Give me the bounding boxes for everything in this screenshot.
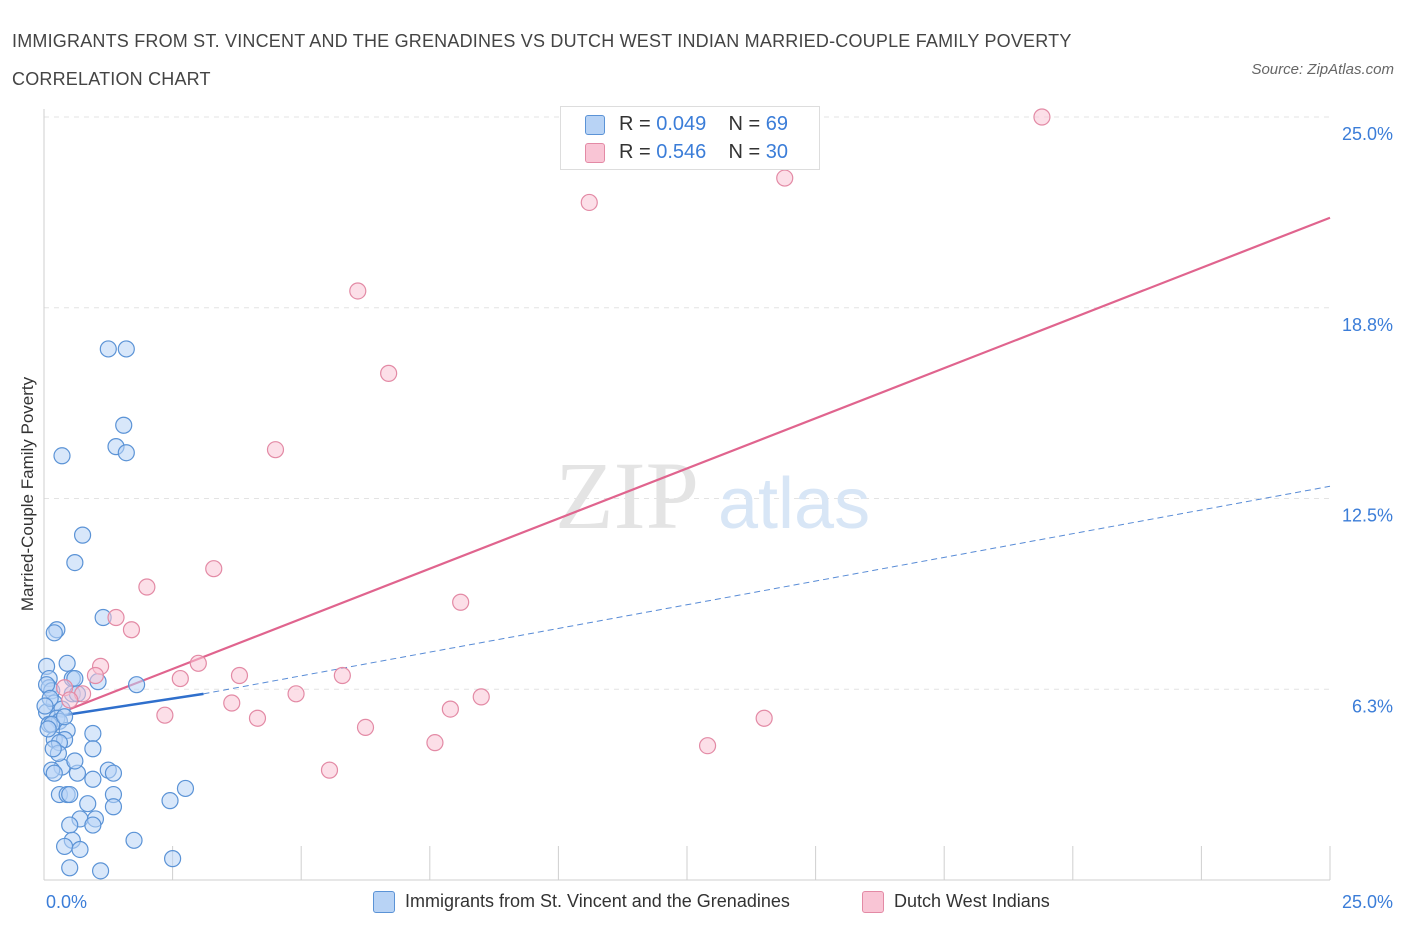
point-immigrants-52 [61, 816, 79, 834]
point-dutch-west-indians-23 [441, 700, 459, 718]
bottom-legend-label-immigrants: Immigrants from St. Vincent and the Gren… [405, 891, 790, 911]
point-immigrants-40 [104, 764, 123, 782]
x-tick-label-max: 25.0% [1342, 892, 1393, 912]
trend-line-dutch-west-indians-segment [69, 216, 1331, 711]
point-dutch-west-indians-14 [230, 666, 249, 685]
bottom-legend-swatch-immigrants [373, 891, 395, 913]
point-dutch-west-indians-5 [266, 441, 285, 459]
point-dutch-west-indians-8 [452, 593, 470, 611]
point-dutch-west-indians-12 [189, 654, 207, 672]
point-dutch-west-indians-30 [320, 761, 339, 779]
y-tick-label-0: 6.3% [1352, 696, 1393, 716]
point-immigrants-58 [164, 850, 182, 868]
point-immigrants-65 [36, 697, 54, 715]
trend-line-dutch-west-indians [69, 216, 1331, 711]
legend-r-value-dutch-west-indians: 0.546 [656, 141, 707, 163]
point-immigrants-1 [117, 340, 135, 358]
point-immigrants-57 [71, 840, 89, 859]
point-dutch-west-indians-19 [287, 685, 305, 703]
point-dutch-west-indians-22 [223, 694, 241, 712]
point-dutch-west-indians-26 [755, 709, 773, 727]
point-immigrants-7 [66, 553, 84, 572]
point-immigrants-10 [45, 624, 63, 642]
point-immigrants-59 [61, 859, 79, 877]
point-dutch-west-indians-9 [107, 608, 125, 627]
point-dutch-west-indians-20 [472, 688, 490, 706]
y-tick-label-2: 18.8% [1342, 315, 1393, 335]
watermark-atlas: atlas [718, 464, 870, 544]
trend-line-immigrants-extension [203, 485, 1331, 695]
point-dutch-west-indians-16 [86, 666, 105, 685]
point-dutch-west-indians-6 [205, 560, 223, 578]
legend-n-value-immigrants: 69 [765, 113, 789, 135]
y-tick-label-1: 12.5% [1342, 506, 1393, 526]
point-immigrants-48 [79, 795, 97, 813]
watermark-zip: ZIP [555, 442, 699, 549]
y-tick-labels: 6.3% 12.5% 18.8% 25.0% [1342, 124, 1393, 716]
watermark: ZIP atlas [555, 442, 870, 549]
point-immigrants-56 [55, 837, 74, 856]
x-tick-label-min: 0.0% [46, 892, 87, 912]
point-immigrants-33 [84, 724, 102, 743]
point-immigrants-4 [117, 444, 135, 462]
source-label: Source: ZipAtlas.com [1251, 61, 1394, 78]
bottom-legend-label-dutch-west-indians: Dutch West Indians [894, 891, 1050, 911]
point-immigrants-2 [115, 416, 133, 434]
legend-n-label: N = [728, 113, 761, 135]
point-immigrants-64 [55, 708, 74, 726]
point-immigrants-5 [53, 447, 71, 465]
point-dutch-west-indians-27 [356, 718, 375, 737]
points-dutch-west-indians [55, 108, 1051, 779]
point-immigrants-49 [104, 798, 123, 816]
legend-r-label: R = [619, 141, 651, 163]
point-immigrants-17 [127, 676, 146, 694]
point-immigrants-55 [125, 831, 143, 849]
point-dutch-west-indians-25 [248, 709, 267, 727]
point-dutch-west-indians-4 [380, 364, 398, 382]
point-dutch-west-indians-0 [1033, 108, 1051, 126]
point-immigrants-63 [39, 720, 57, 738]
point-immigrants-68 [44, 740, 62, 758]
correlation-legend: R = 0.049 N = 69 R = 0.546 N = 30 [560, 106, 820, 170]
points-immigrants [36, 340, 195, 880]
point-dutch-west-indians-10 [122, 621, 141, 639]
point-immigrants-41 [84, 770, 102, 788]
point-immigrants-67 [66, 752, 84, 770]
point-immigrants-37 [45, 764, 63, 782]
point-dutch-west-indians-3 [349, 282, 367, 300]
point-dutch-west-indians-24 [156, 706, 174, 724]
point-immigrants-6 [73, 526, 92, 544]
point-immigrants-11 [58, 654, 76, 672]
point-immigrants-0 [99, 340, 117, 358]
bottom-legend-swatch-dutch-west-indians [862, 891, 884, 913]
point-immigrants-34 [84, 740, 102, 758]
point-dutch-west-indians-15 [333, 666, 351, 685]
grid-lines [44, 116, 1330, 690]
legend-n-label: N = [728, 141, 761, 163]
point-immigrants-44 [61, 785, 79, 804]
legend-r-value-immigrants: 0.049 [656, 113, 707, 135]
point-dutch-west-indians-28 [426, 734, 444, 752]
chart-title: IMMIGRANTS FROM ST. VINCENT AND THE GREN… [12, 31, 1072, 89]
point-immigrants-46 [176, 779, 195, 798]
point-dutch-west-indians-7 [138, 578, 156, 596]
point-dutch-west-indians-13 [171, 669, 189, 688]
point-immigrants-53 [84, 816, 102, 834]
point-immigrants-47 [161, 792, 179, 810]
legend-n-value-dutch-west-indians: 30 [765, 141, 789, 163]
point-dutch-west-indians-29 [698, 737, 717, 755]
y-tick-label-3: 25.0% [1342, 124, 1393, 144]
legend-r-label: R = [619, 113, 651, 135]
point-dutch-west-indians-2 [580, 193, 598, 212]
legend-swatch-dutch-west-indians [585, 143, 605, 163]
axes [43, 109, 1331, 881]
legend-swatch-immigrants [585, 115, 605, 135]
point-dutch-west-indians-1 [776, 169, 794, 187]
point-immigrants-60 [91, 862, 110, 880]
point-dutch-west-indians-21 [61, 691, 79, 709]
